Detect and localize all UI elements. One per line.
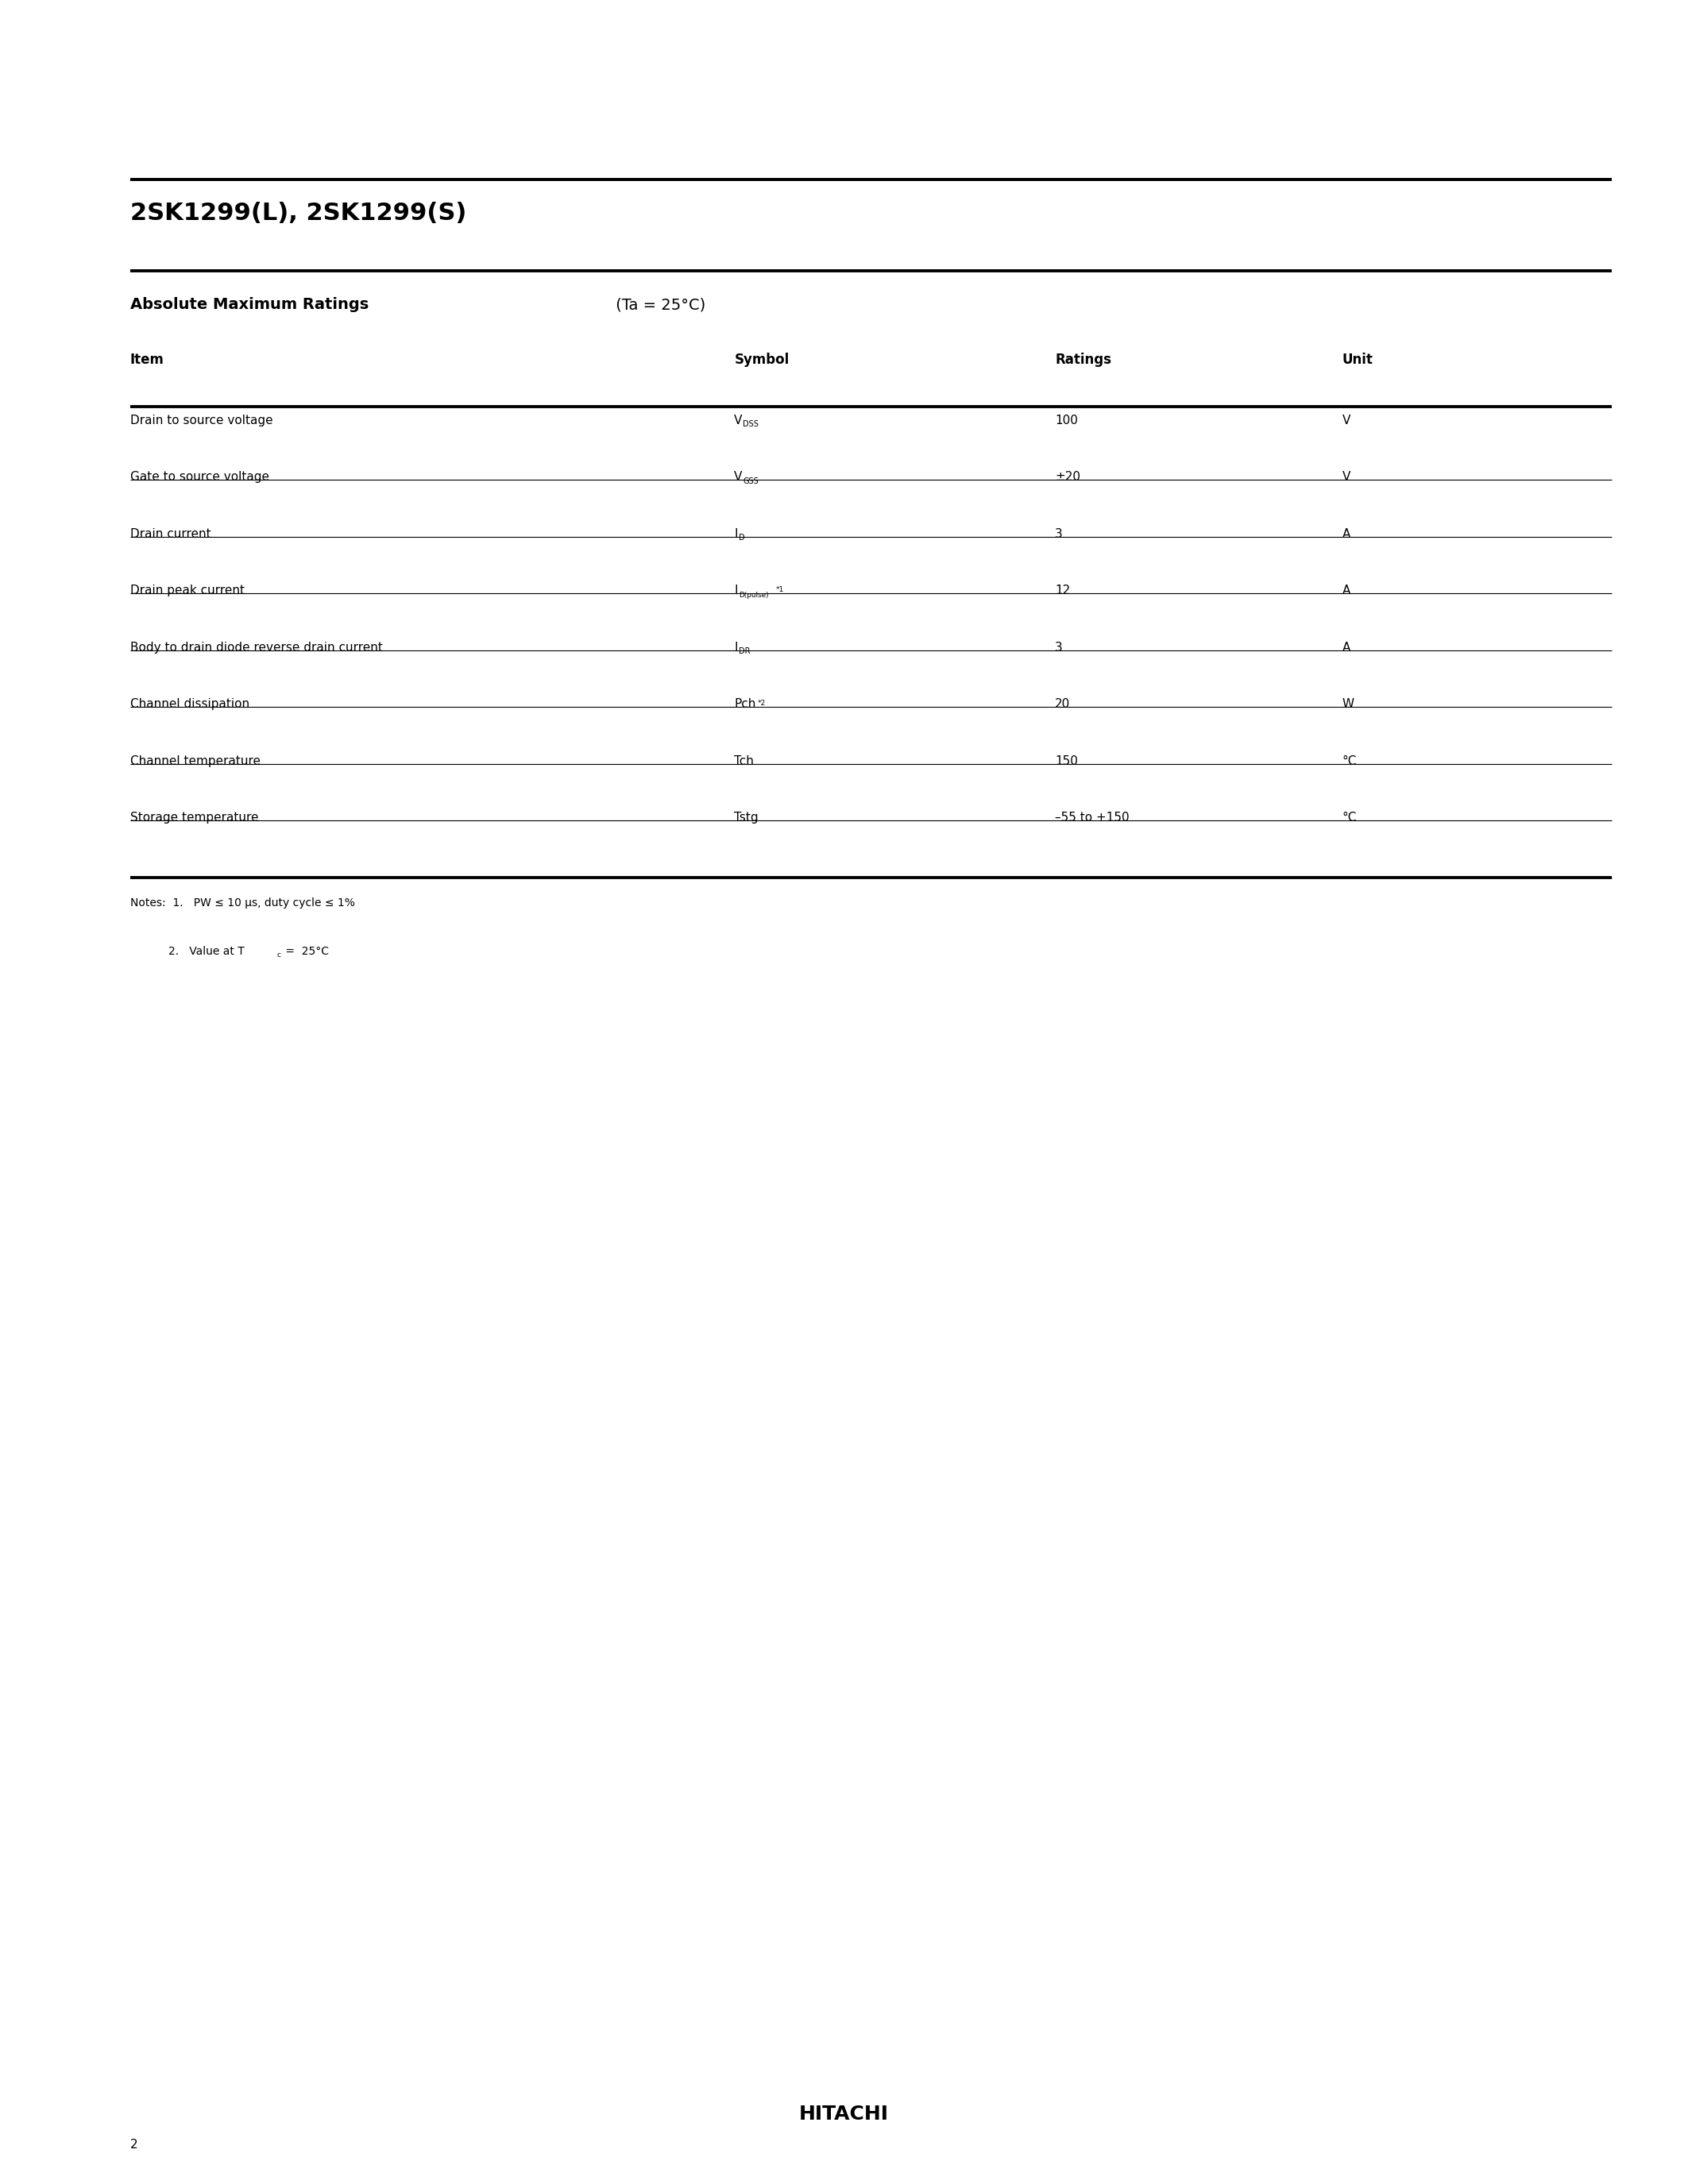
Text: Notes:  1.   PW ≤ 10 μs, duty cycle ≤ 1%: Notes: 1. PW ≤ 10 μs, duty cycle ≤ 1% xyxy=(130,898,354,909)
Text: A: A xyxy=(1342,529,1350,539)
Text: V: V xyxy=(734,415,743,426)
Text: HITACHI: HITACHI xyxy=(798,2105,890,2123)
Text: D(pulse): D(pulse) xyxy=(739,592,770,598)
Text: Tch: Tch xyxy=(734,756,755,767)
Text: A: A xyxy=(1342,642,1350,653)
Text: (Ta = 25°C): (Ta = 25°C) xyxy=(611,297,706,312)
Text: *1: *1 xyxy=(776,585,785,594)
Text: Storage temperature: Storage temperature xyxy=(130,812,258,823)
Text: =  25°C: = 25°C xyxy=(282,946,329,957)
Text: Unit: Unit xyxy=(1342,352,1372,367)
Text: 2.   Value at T: 2. Value at T xyxy=(169,946,245,957)
Text: Gate to source voltage: Gate to source voltage xyxy=(130,472,268,483)
Text: 3: 3 xyxy=(1055,642,1063,653)
Text: Pch: Pch xyxy=(734,699,756,710)
Text: 20: 20 xyxy=(1055,699,1070,710)
Text: DR: DR xyxy=(739,649,751,655)
Text: Channel dissipation: Channel dissipation xyxy=(130,699,250,710)
Text: 100: 100 xyxy=(1055,415,1079,426)
Text: *2: *2 xyxy=(758,699,766,708)
Text: D: D xyxy=(739,535,744,542)
Text: Ratings: Ratings xyxy=(1055,352,1111,367)
Text: 2: 2 xyxy=(130,2138,138,2151)
Text: ±20: ±20 xyxy=(1055,472,1080,483)
Text: Drain to source voltage: Drain to source voltage xyxy=(130,415,273,426)
Text: °C: °C xyxy=(1342,756,1357,767)
Text: 3: 3 xyxy=(1055,529,1063,539)
Text: GSS: GSS xyxy=(743,478,758,485)
Text: Absolute Maximum Ratings: Absolute Maximum Ratings xyxy=(130,297,368,312)
Text: V: V xyxy=(734,472,743,483)
Text: Symbol: Symbol xyxy=(734,352,790,367)
Text: I: I xyxy=(734,585,738,596)
Text: Drain peak current: Drain peak current xyxy=(130,585,245,596)
Text: I: I xyxy=(734,642,738,653)
Text: c: c xyxy=(277,952,280,959)
Text: DSS: DSS xyxy=(743,422,758,428)
Text: V: V xyxy=(1342,415,1350,426)
Text: 2SK1299(L), 2SK1299(S): 2SK1299(L), 2SK1299(S) xyxy=(130,201,466,225)
Text: Tstg: Tstg xyxy=(734,812,758,823)
Text: Channel temperature: Channel temperature xyxy=(130,756,260,767)
Text: V: V xyxy=(1342,472,1350,483)
Text: 12: 12 xyxy=(1055,585,1070,596)
Text: A: A xyxy=(1342,585,1350,596)
Text: Item: Item xyxy=(130,352,164,367)
Text: 150: 150 xyxy=(1055,756,1079,767)
Text: Drain current: Drain current xyxy=(130,529,211,539)
Text: W: W xyxy=(1342,699,1354,710)
Text: Body to drain diode reverse drain current: Body to drain diode reverse drain curren… xyxy=(130,642,383,653)
Text: I: I xyxy=(734,529,738,539)
Text: –55 to +150: –55 to +150 xyxy=(1055,812,1129,823)
Text: °C: °C xyxy=(1342,812,1357,823)
